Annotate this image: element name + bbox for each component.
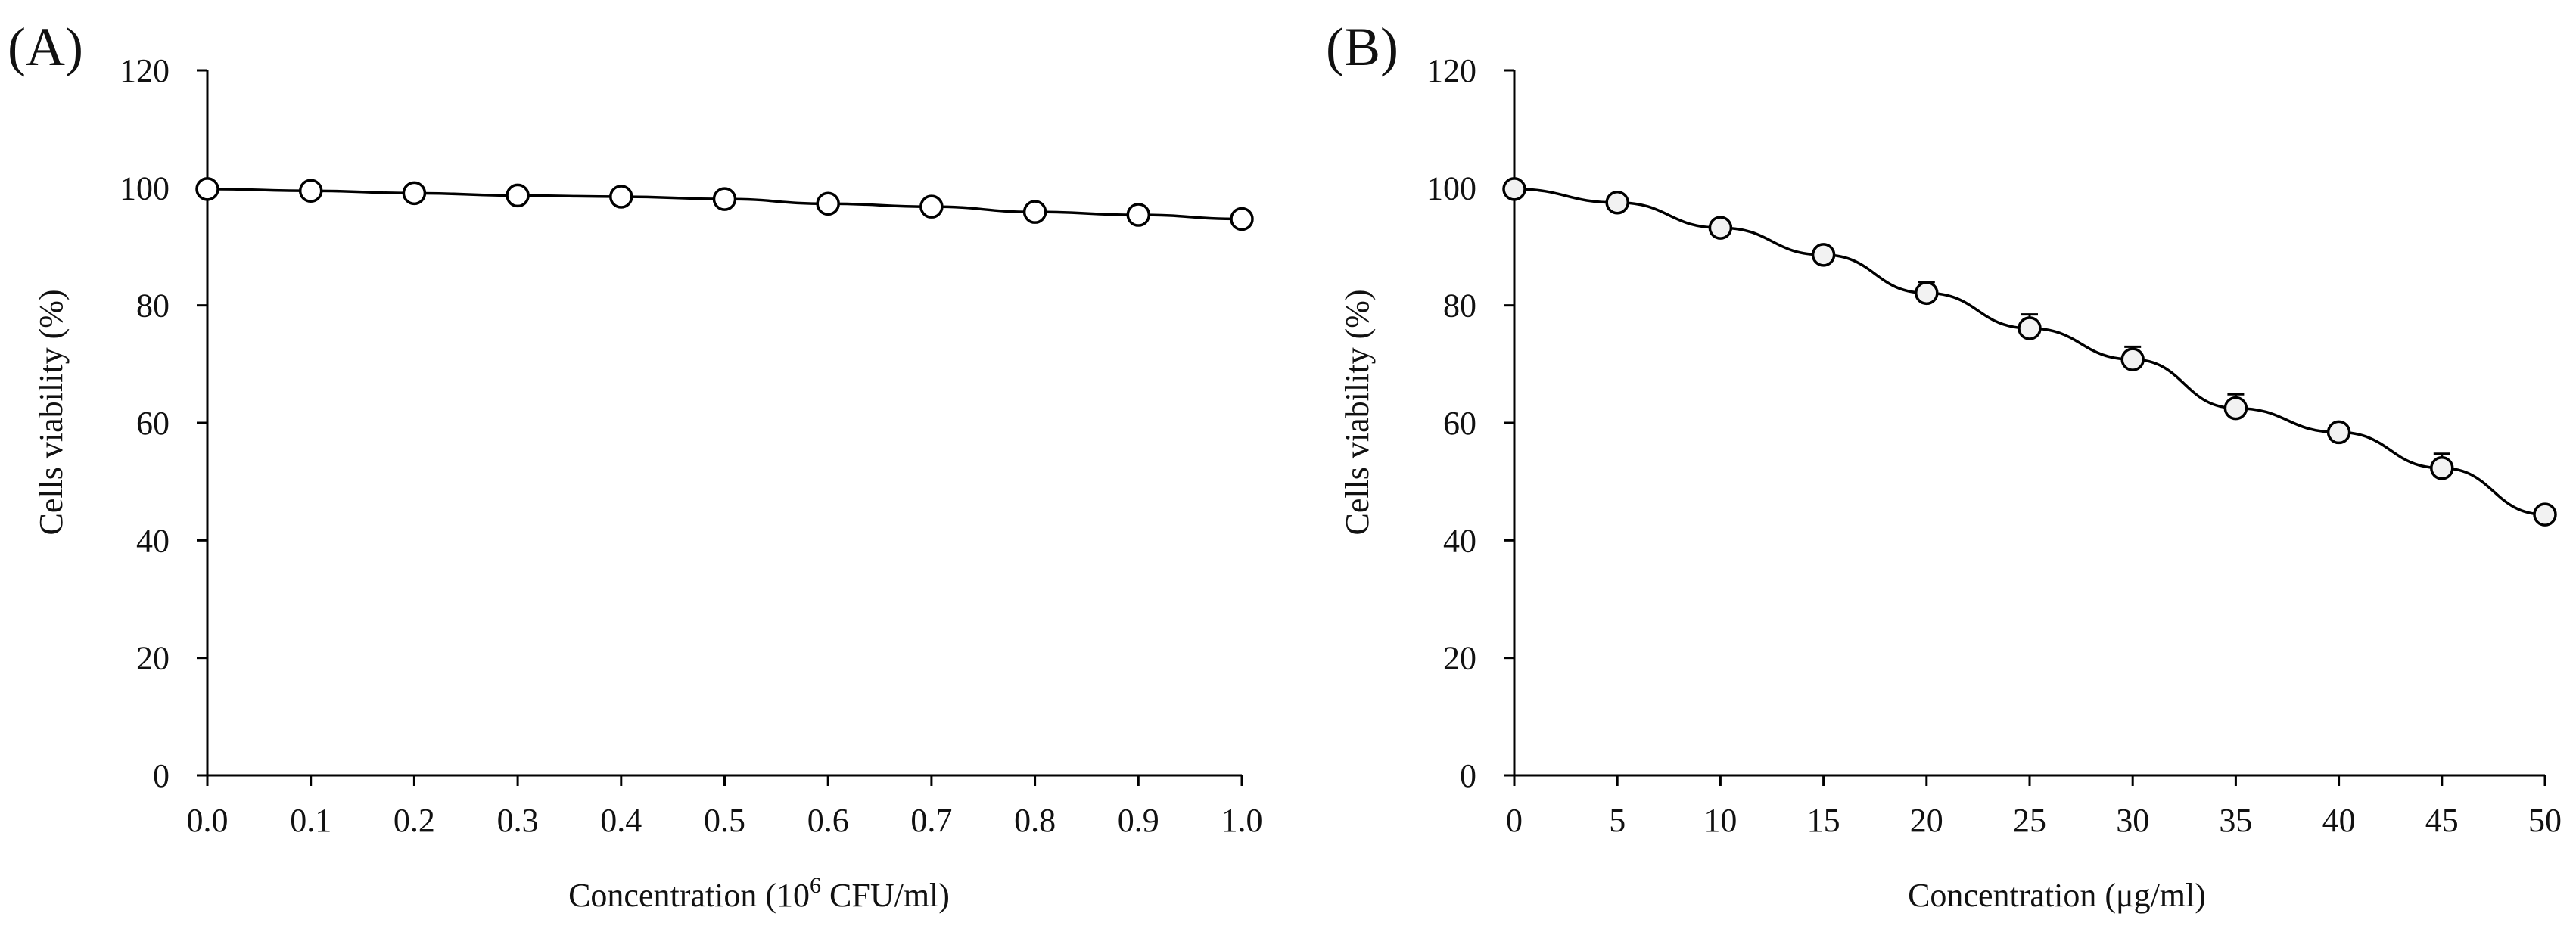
x-tick-label-b: 45 — [2425, 802, 2459, 839]
x-tick-label-a: 0.8 — [1014, 802, 1056, 839]
data-point-b — [1708, 216, 1733, 240]
y-axis-title-b: Cells viability (%) — [1339, 289, 1376, 535]
x-tick-label-a: 0.5 — [704, 802, 745, 839]
x-tick-label-a: 0.2 — [394, 802, 435, 839]
x-tick-label-b: 0 — [1506, 802, 1523, 839]
y-tick-label-a: 60 — [136, 405, 170, 442]
x-tick-label-b: 40 — [2322, 802, 2356, 839]
data-point-a — [402, 181, 427, 206]
x-axis-title-a-main: Concentration (10 — [568, 877, 810, 914]
y-tick-label-b: 100 — [1426, 169, 1476, 207]
x-axis-title-b-main: Concentration (μg/ml) — [1908, 877, 2206, 914]
data-point-a — [919, 194, 944, 219]
data-point-b — [2326, 420, 2351, 445]
x-tick-label-a: 0.0 — [187, 802, 229, 839]
data-point-b — [1915, 281, 1939, 306]
data-point-a — [506, 183, 530, 208]
data-point-b — [2018, 316, 2042, 340]
x-axis-title-a: Concentration (106 CFU/ml) — [568, 873, 950, 914]
x-tick-label-a: 0.6 — [807, 802, 849, 839]
data-point-b — [1502, 177, 1526, 201]
y-tick-label-b: 0 — [1460, 757, 1476, 794]
x-axis-title-a-tail: CFU/ml) — [821, 877, 950, 914]
series-line-b — [1514, 188, 2546, 516]
x-tick-label-b: 15 — [1807, 802, 1840, 839]
x-tick-label-b: 5 — [1609, 802, 1626, 839]
data-point-a — [816, 191, 840, 216]
x-tick-labels-b: 0 5 10 15 20 25 30 35 40 45 50 — [1506, 802, 2562, 839]
series-b — [1502, 177, 2557, 527]
data-point-b — [1811, 243, 1836, 267]
panel-label-a: (A) — [8, 17, 83, 77]
x-tick-label-b: 10 — [1703, 802, 1737, 839]
x-tick-label-b: 35 — [2219, 802, 2252, 839]
data-point-b — [2223, 396, 2248, 421]
y-tick-labels-b: 0 20 40 60 80 100 120 — [1426, 52, 1476, 794]
y-tick-label-b: 80 — [1443, 287, 1476, 325]
y-tick-label-b: 40 — [1443, 522, 1476, 559]
y-tick-label-a: 40 — [136, 522, 170, 559]
data-point-b — [2533, 502, 2557, 527]
data-point-b — [1605, 191, 1629, 215]
x-tick-label-a: 0.4 — [600, 802, 642, 839]
x-axis-title-b: Concentration (μg/ml) — [1908, 877, 2206, 914]
chart-panel-b: (B) 0 20 40 60 80 100 120 0 5 10 15 20 25 30 35 40 45 50… — [1326, 17, 2562, 914]
data-point-a — [195, 177, 219, 201]
y-tick-label-a: 0 — [153, 757, 170, 794]
x-axis-title-a-sup: 6 — [810, 873, 821, 898]
y-tick-label-a: 80 — [136, 287, 170, 325]
y-tick-label-a: 20 — [136, 640, 170, 677]
x-tick-label-a: 0.9 — [1118, 802, 1159, 839]
y-tick-label-a: 120 — [120, 52, 170, 89]
y-tick-label-b: 60 — [1443, 405, 1476, 442]
data-point-a — [298, 179, 323, 203]
x-tick-label-b: 50 — [2528, 802, 2562, 839]
data-point-b — [2120, 347, 2145, 371]
data-point-a — [1022, 200, 1047, 224]
x-tick-label-b: 20 — [1910, 802, 1943, 839]
x-tick-label-a: 0.7 — [910, 802, 952, 839]
panel-label-b: (B) — [1326, 17, 1398, 77]
y-axis-title-a: Cells viability (%) — [33, 289, 70, 535]
y-tick-label-b: 20 — [1443, 640, 1476, 677]
x-tick-label-a: 0.3 — [497, 802, 539, 839]
y-tick-labels-a: 0 20 40 60 80 100 120 — [120, 52, 170, 794]
data-point-b — [2430, 456, 2454, 480]
x-tick-label-b: 30 — [2116, 802, 2149, 839]
y-tick-label-b: 120 — [1426, 52, 1476, 89]
x-tick-labels-a: 0.0 0.1 0.2 0.3 0.4 0.5 0.6 0.7 0.8 0.9 1.0 — [187, 802, 1263, 839]
x-tick-label-b: 25 — [2013, 802, 2046, 839]
series-a — [195, 177, 1254, 231]
data-point-a — [1126, 203, 1151, 227]
x-tick-label-a: 1.0 — [1221, 802, 1263, 839]
axes-b — [1504, 69, 2546, 786]
data-point-a — [1230, 207, 1254, 231]
data-point-a — [712, 187, 737, 211]
data-point-a — [609, 185, 633, 209]
y-tick-label-a: 100 — [120, 169, 170, 207]
axes-a — [197, 69, 1243, 786]
x-tick-label-a: 0.1 — [290, 802, 331, 839]
